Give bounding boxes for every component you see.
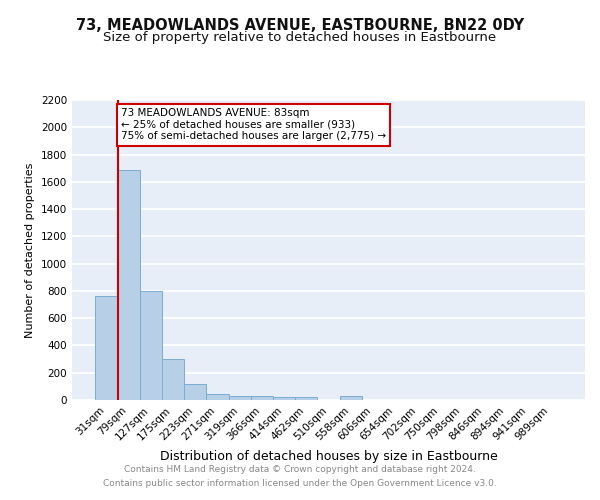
Bar (273, 396, 295, 400)
Bar (162, 359, 184, 400)
Bar (206, 394, 229, 400)
X-axis label: Distribution of detached houses by size in Eastbourne: Distribution of detached houses by size … (160, 450, 497, 463)
Bar (140, 291, 162, 400)
Text: Size of property relative to detached houses in Eastbourne: Size of property relative to detached ho… (103, 31, 497, 44)
Bar (229, 396, 251, 400)
Text: 73, MEADOWLANDS AVENUE, EASTBOURNE, BN22 0DY: 73, MEADOWLANDS AVENUE, EASTBOURNE, BN22… (76, 18, 524, 32)
Bar (251, 396, 273, 400)
Y-axis label: Number of detached properties: Number of detached properties (25, 162, 35, 338)
Bar (340, 396, 362, 400)
Bar (118, 170, 140, 400)
Text: 73 MEADOWLANDS AVENUE: 83sqm
← 25% of detached houses are smaller (933)
75% of s: 73 MEADOWLANDS AVENUE: 83sqm ← 25% of de… (121, 108, 386, 142)
Bar (295, 398, 317, 400)
Bar (95, 296, 118, 400)
Text: Contains HM Land Registry data © Crown copyright and database right 2024.
Contai: Contains HM Land Registry data © Crown c… (103, 466, 497, 487)
Bar (184, 384, 206, 400)
